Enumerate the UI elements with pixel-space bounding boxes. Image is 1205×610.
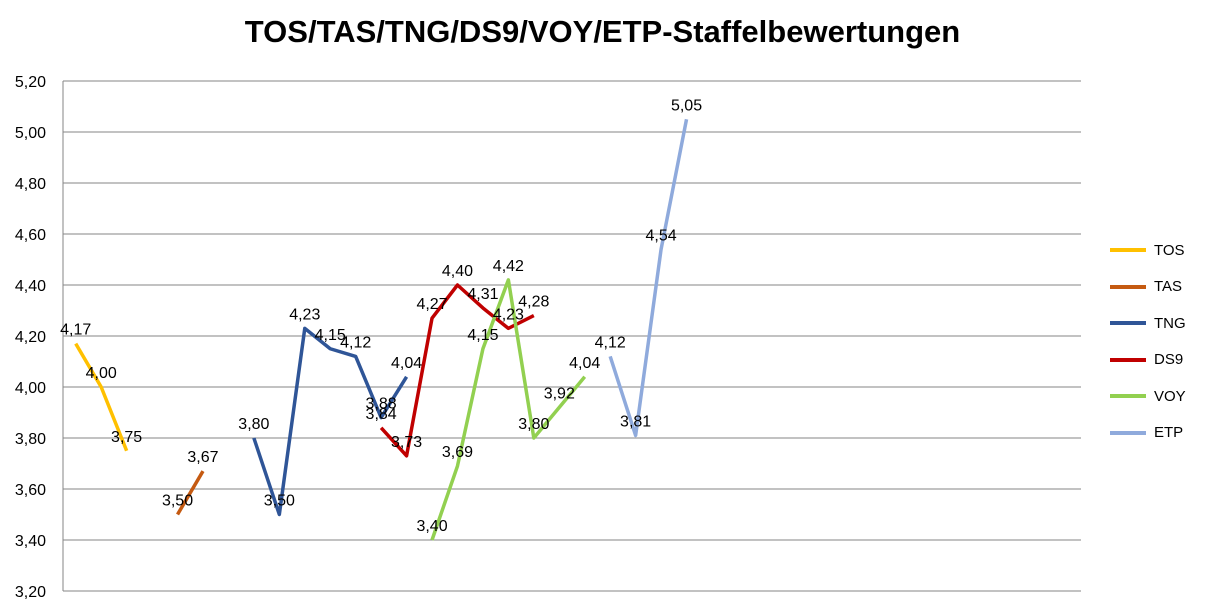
data-label-voy: 3,69 xyxy=(442,444,473,461)
data-label-tos: 3,75 xyxy=(111,429,142,446)
y-tick-label: 5,20 xyxy=(15,74,46,91)
legend-item-ds9: DS9 xyxy=(1110,342,1200,379)
data-label-etp: 4,54 xyxy=(646,227,677,244)
y-tick-label: 3,80 xyxy=(15,431,46,448)
legend-swatch xyxy=(1110,284,1146,289)
data-label-voy: 4,04 xyxy=(569,355,600,372)
legend-label: ETP xyxy=(1154,424,1184,442)
data-label-tng: 4,04 xyxy=(391,355,422,372)
legend-swatch xyxy=(1110,357,1146,362)
data-label-tos: 4,17 xyxy=(60,322,91,339)
data-label-tng: 4,12 xyxy=(340,334,371,351)
y-tick-label: 4,20 xyxy=(15,329,46,346)
data-labels: 4,174,003,753,503,673,803,504,234,154,12… xyxy=(60,97,702,535)
y-tick-label: 4,60 xyxy=(15,227,46,244)
y-tick-label: 4,40 xyxy=(15,278,46,295)
legend-swatch xyxy=(1110,430,1146,435)
gridlines xyxy=(63,80,1081,592)
data-label-tas: 3,50 xyxy=(162,493,193,510)
y-tick-label: 5,00 xyxy=(15,125,46,142)
y-tick-label: 3,40 xyxy=(15,533,46,550)
data-label-tng: 3,80 xyxy=(238,416,269,433)
data-label-ds9: 3,84 xyxy=(366,406,397,423)
y-tick-label: 4,80 xyxy=(15,176,46,193)
data-label-voy: 4,15 xyxy=(467,327,498,344)
chart-title: TOS/TAS/TNG/DS9/VOY/ETP-Staffelbewertung… xyxy=(244,14,961,49)
data-label-ds9: 4,31 xyxy=(467,286,498,303)
legend-label: VOY xyxy=(1154,387,1186,405)
legend-label: TNG xyxy=(1154,314,1186,332)
legend-item-tos: TOS xyxy=(1110,232,1200,269)
y-axis: 3,20 3,40 3,60 3,80 4,00 4,20 4,40 4,60 4,80 5,00… xyxy=(15,74,64,601)
series-line-tng xyxy=(252,326,409,517)
data-label-voy: 3,92 xyxy=(544,385,575,402)
data-label-ds9: 3,73 xyxy=(391,434,422,451)
data-label-ds9: 4,28 xyxy=(518,294,549,311)
y-tick-label: 3,20 xyxy=(15,584,46,601)
y-tick-label: 3,60 xyxy=(15,482,46,499)
legend-swatch xyxy=(1110,321,1146,326)
data-label-ds9: 4,27 xyxy=(416,296,447,313)
series-line-tos xyxy=(74,342,129,452)
legend-item-voy: VOY xyxy=(1110,378,1200,415)
series-line-voy xyxy=(430,278,587,541)
legend-swatch xyxy=(1110,248,1146,253)
data-label-tos: 4,00 xyxy=(86,365,117,382)
series-line-ds9 xyxy=(379,283,535,458)
legend-item-tng: TNG xyxy=(1110,305,1200,342)
data-label-etp: 3,81 xyxy=(620,413,651,430)
data-label-tng: 3,88 xyxy=(366,396,397,413)
legend-item-etp: ETP xyxy=(1110,415,1200,452)
series-lines xyxy=(74,118,689,541)
data-label-voy: 3,80 xyxy=(518,416,549,433)
data-label-etp: 4,12 xyxy=(595,334,626,351)
data-label-tng: 3,50 xyxy=(264,493,295,510)
legend: TOS TAS TNG DS9 VOY ETP xyxy=(1110,232,1200,451)
series-line-tas xyxy=(176,470,205,516)
series-line-etp xyxy=(608,118,689,438)
legend-swatch xyxy=(1110,394,1146,399)
legend-label: TOS xyxy=(1154,241,1185,259)
data-label-voy: 3,40 xyxy=(416,518,447,535)
data-label-ds9: 4,40 xyxy=(442,263,473,280)
data-label-etp: 5,05 xyxy=(671,97,702,114)
data-label-tng: 4,23 xyxy=(289,306,320,323)
data-label-tas: 3,67 xyxy=(187,449,218,466)
y-tick-label: 4,00 xyxy=(15,380,46,397)
data-label-ds9: 4,23 xyxy=(493,306,524,323)
legend-label: DS9 xyxy=(1154,351,1184,369)
legend-label: TAS xyxy=(1154,278,1183,296)
data-label-voy: 4,42 xyxy=(493,258,524,275)
data-label-tng: 4,15 xyxy=(315,327,346,344)
legend-item-tas: TAS xyxy=(1110,269,1200,306)
